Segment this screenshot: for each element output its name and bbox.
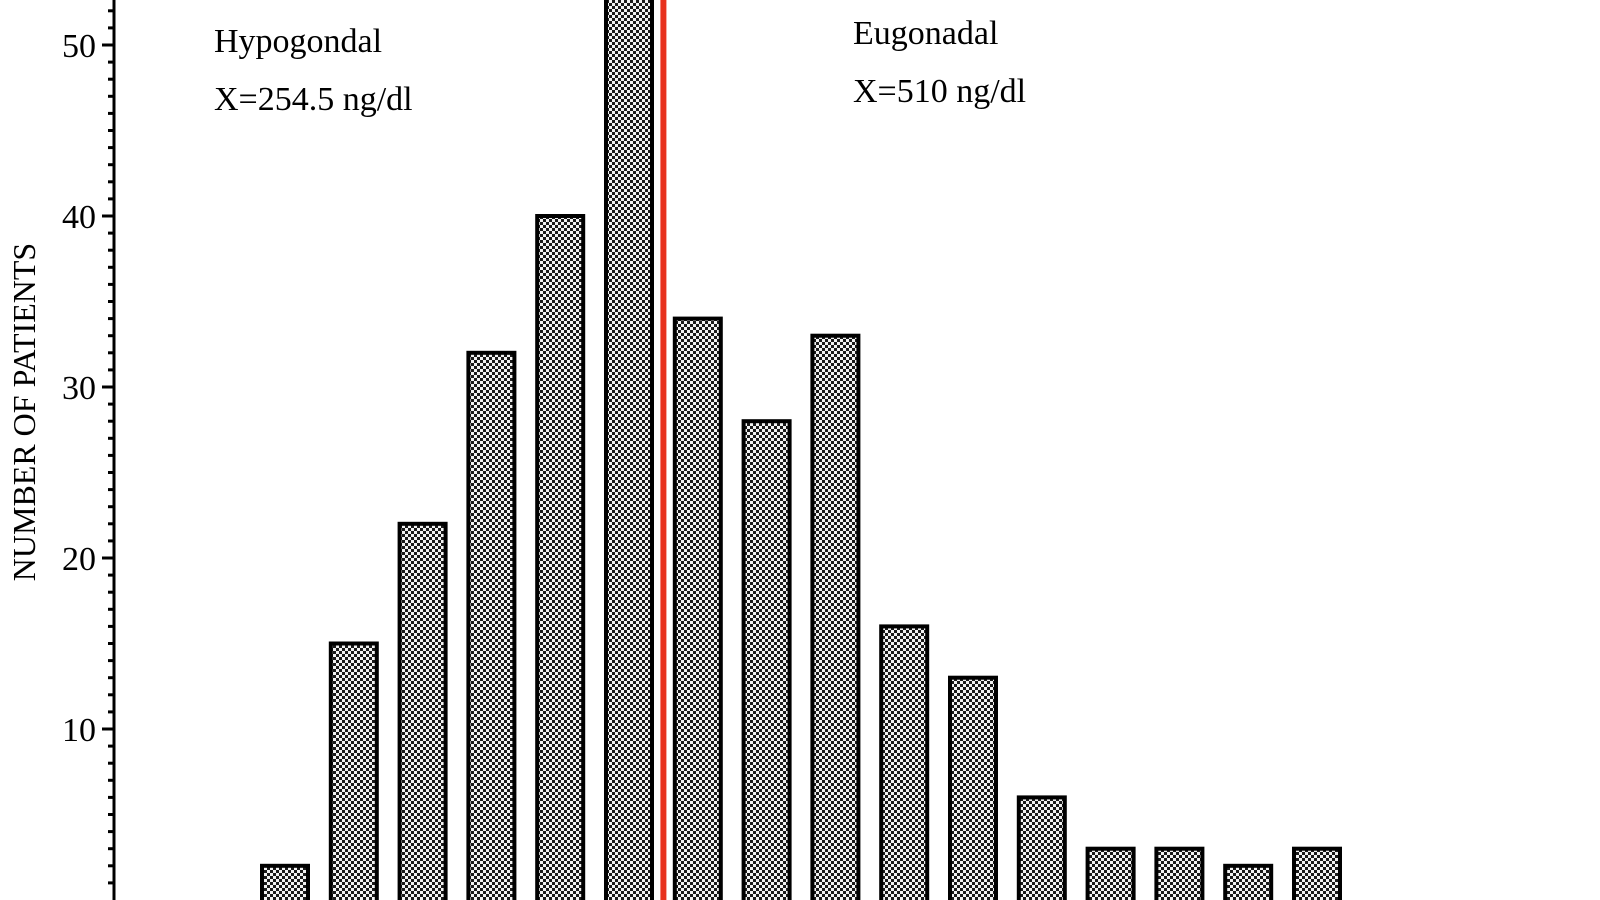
y-tick-label: 50 xyxy=(62,28,96,65)
histogram-bar xyxy=(948,675,998,900)
eugonadal-annotation-line: Eugonadal xyxy=(853,15,998,52)
histogram-bar xyxy=(672,316,723,900)
histogram-bars xyxy=(260,0,1342,900)
hypogonadal-annotation-line: Hypogondal xyxy=(214,23,382,60)
eugonadal-annotation-line: X=510 ng/dl xyxy=(853,73,1026,110)
histogram-bar xyxy=(741,419,792,900)
y-axis-major-ticks xyxy=(102,43,114,731)
histogram-bar xyxy=(604,0,654,900)
y-tick-label: 20 xyxy=(62,541,96,578)
y-axis-tick-labels: 10 20 30 40 50 xyxy=(62,28,96,749)
y-tick-label: 40 xyxy=(62,199,96,236)
histogram-bar xyxy=(1292,846,1342,900)
histogram-bar xyxy=(1223,863,1274,900)
histogram-bar xyxy=(328,641,379,900)
histogram-bar xyxy=(1016,795,1067,900)
histogram-bar xyxy=(260,863,310,900)
annotations: Hypogondal X=254.5 ng/dl Eugonadal X=510 ng… xyxy=(214,15,1026,118)
y-axis-minor-ticks xyxy=(108,9,114,885)
y-axis: 10 20 30 40 50 xyxy=(62,0,116,900)
threshold-divider-line xyxy=(660,0,667,900)
histogram-bar xyxy=(1154,846,1205,900)
hypogonadal-annotation-line: X=254.5 ng/dl xyxy=(214,81,413,118)
y-tick-label: 10 xyxy=(62,712,96,749)
histogram-bar xyxy=(535,214,586,900)
histogram-bar xyxy=(466,350,517,900)
y-tick-label: 30 xyxy=(62,370,96,407)
histogram-bar xyxy=(1085,846,1136,900)
histogram-bar xyxy=(879,624,930,900)
histogram-bar xyxy=(397,521,448,900)
histogram-bar xyxy=(810,333,861,900)
y-axis-title: NUMBER OF PATIENTS xyxy=(6,243,42,581)
